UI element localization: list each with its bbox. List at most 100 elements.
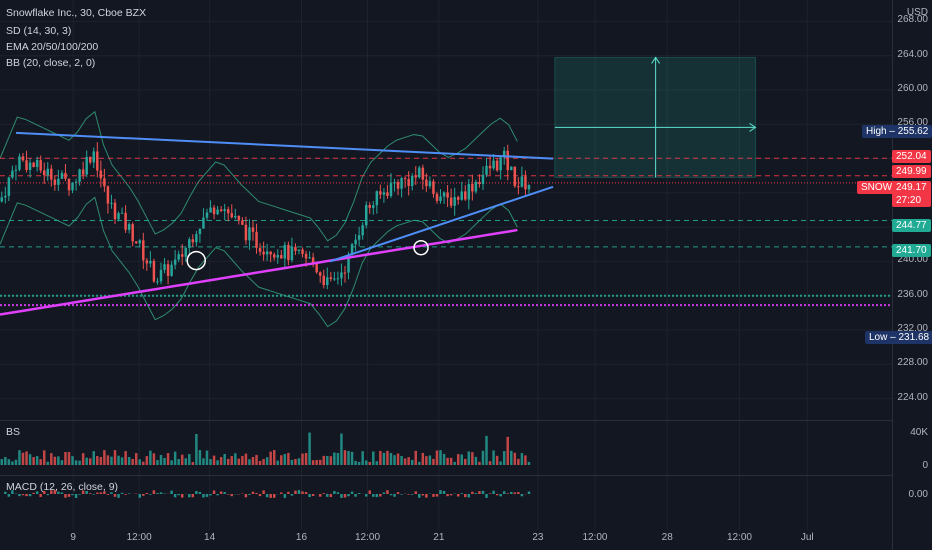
macd-pane-label[interactable]: MACD (12, 26, close, 9) <box>6 481 119 493</box>
macd-bar <box>138 494 141 498</box>
time-tick-label: 12:00 <box>726 532 752 543</box>
candle <box>7 176 11 202</box>
macd-bar <box>414 491 417 494</box>
candle-body <box>205 212 209 218</box>
candle <box>460 181 463 201</box>
macd-bar <box>71 494 74 496</box>
macd-bar <box>180 494 184 498</box>
candle-body <box>495 160 499 171</box>
candle-body <box>375 191 379 206</box>
candle <box>42 162 46 185</box>
candle <box>138 239 141 248</box>
volume-bar <box>216 460 219 465</box>
volume-bar <box>219 457 223 465</box>
macd-bar <box>110 492 113 494</box>
candle-body <box>502 150 506 158</box>
macd-bar <box>492 490 495 494</box>
macd-bar <box>280 492 283 494</box>
macd-bar <box>226 494 230 495</box>
volume-bar <box>428 455 432 465</box>
candle <box>159 262 163 285</box>
macd-bar <box>88 493 92 494</box>
candle-body <box>0 197 4 202</box>
candle-body <box>315 263 318 273</box>
candle-body <box>255 231 258 248</box>
macd-bar <box>368 490 371 494</box>
candle-body <box>223 209 226 212</box>
volume-bar <box>74 460 78 465</box>
right-arrow-icon <box>749 123 757 132</box>
volume-bar <box>502 451 506 465</box>
candle <box>57 169 60 191</box>
candle <box>439 189 442 204</box>
volume-bar <box>173 451 177 465</box>
candle <box>177 250 180 263</box>
candle <box>527 184 531 194</box>
candle-body <box>195 234 198 243</box>
macd-bar <box>456 494 460 497</box>
volume-pane-label[interactable]: BS <box>6 426 21 438</box>
indicator-ema[interactable]: EMA 20/50/100/200 <box>6 41 99 53</box>
candle-body <box>32 162 35 168</box>
volume-bar <box>64 452 67 465</box>
macd-bar <box>60 492 64 494</box>
macd-bar <box>379 494 382 497</box>
volume-bar <box>0 459 4 465</box>
candle-body <box>124 212 127 230</box>
candle-body <box>449 197 453 206</box>
candle-body <box>499 157 502 171</box>
candle-body <box>414 175 417 178</box>
symbol-title[interactable]: Snowflake Inc., 30, Cboe BZX <box>6 7 147 19</box>
volume-bar <box>354 460 357 465</box>
volume-bar <box>432 458 435 465</box>
candle-body <box>425 179 428 187</box>
volume-bar <box>308 432 311 465</box>
candle-body <box>333 278 336 280</box>
candle <box>280 249 283 259</box>
volume-bar <box>198 450 202 465</box>
candle <box>50 164 53 187</box>
candle-body <box>74 181 78 183</box>
macd-bar <box>301 491 304 494</box>
macd-bar <box>517 492 520 494</box>
volume-bar <box>379 450 382 465</box>
candle <box>156 277 159 285</box>
volume-bar <box>202 458 205 465</box>
macd-axis-zero: 0.00 <box>908 489 928 500</box>
indicator-sd[interactable]: SD (14, 30, 3) <box>6 25 72 37</box>
macd-bar <box>219 491 223 494</box>
candle <box>428 176 432 189</box>
volume-bar <box>166 453 170 465</box>
candle <box>67 178 71 196</box>
candle-body <box>464 191 467 200</box>
candle <box>209 200 212 213</box>
volume-bar <box>11 461 14 465</box>
macd-bar <box>329 494 333 498</box>
candle-body <box>453 197 456 206</box>
candle <box>322 269 325 289</box>
indicator-bb[interactable]: BB (20, close, 2, 0) <box>6 57 96 69</box>
macd-bar <box>488 493 492 494</box>
candle <box>127 222 131 234</box>
volume-bar <box>18 450 21 465</box>
high-value: 255.62 <box>897 126 929 137</box>
candle-body <box>42 170 46 176</box>
macd-bar <box>322 493 325 494</box>
volume-bar <box>439 450 442 465</box>
volume-bar <box>25 451 28 465</box>
candle-body <box>237 215 241 221</box>
volume-bar <box>251 457 255 465</box>
pane-separator <box>0 420 892 421</box>
candle-body <box>14 169 18 171</box>
macd-bar <box>170 490 173 494</box>
candle-body <box>156 281 159 283</box>
volume-bar <box>442 453 446 465</box>
volume-bar <box>499 461 502 465</box>
candle-body <box>149 260 152 264</box>
macd-bar <box>163 493 166 494</box>
volume-bar <box>481 450 485 465</box>
volume-bar <box>272 450 276 465</box>
candle <box>195 230 198 247</box>
